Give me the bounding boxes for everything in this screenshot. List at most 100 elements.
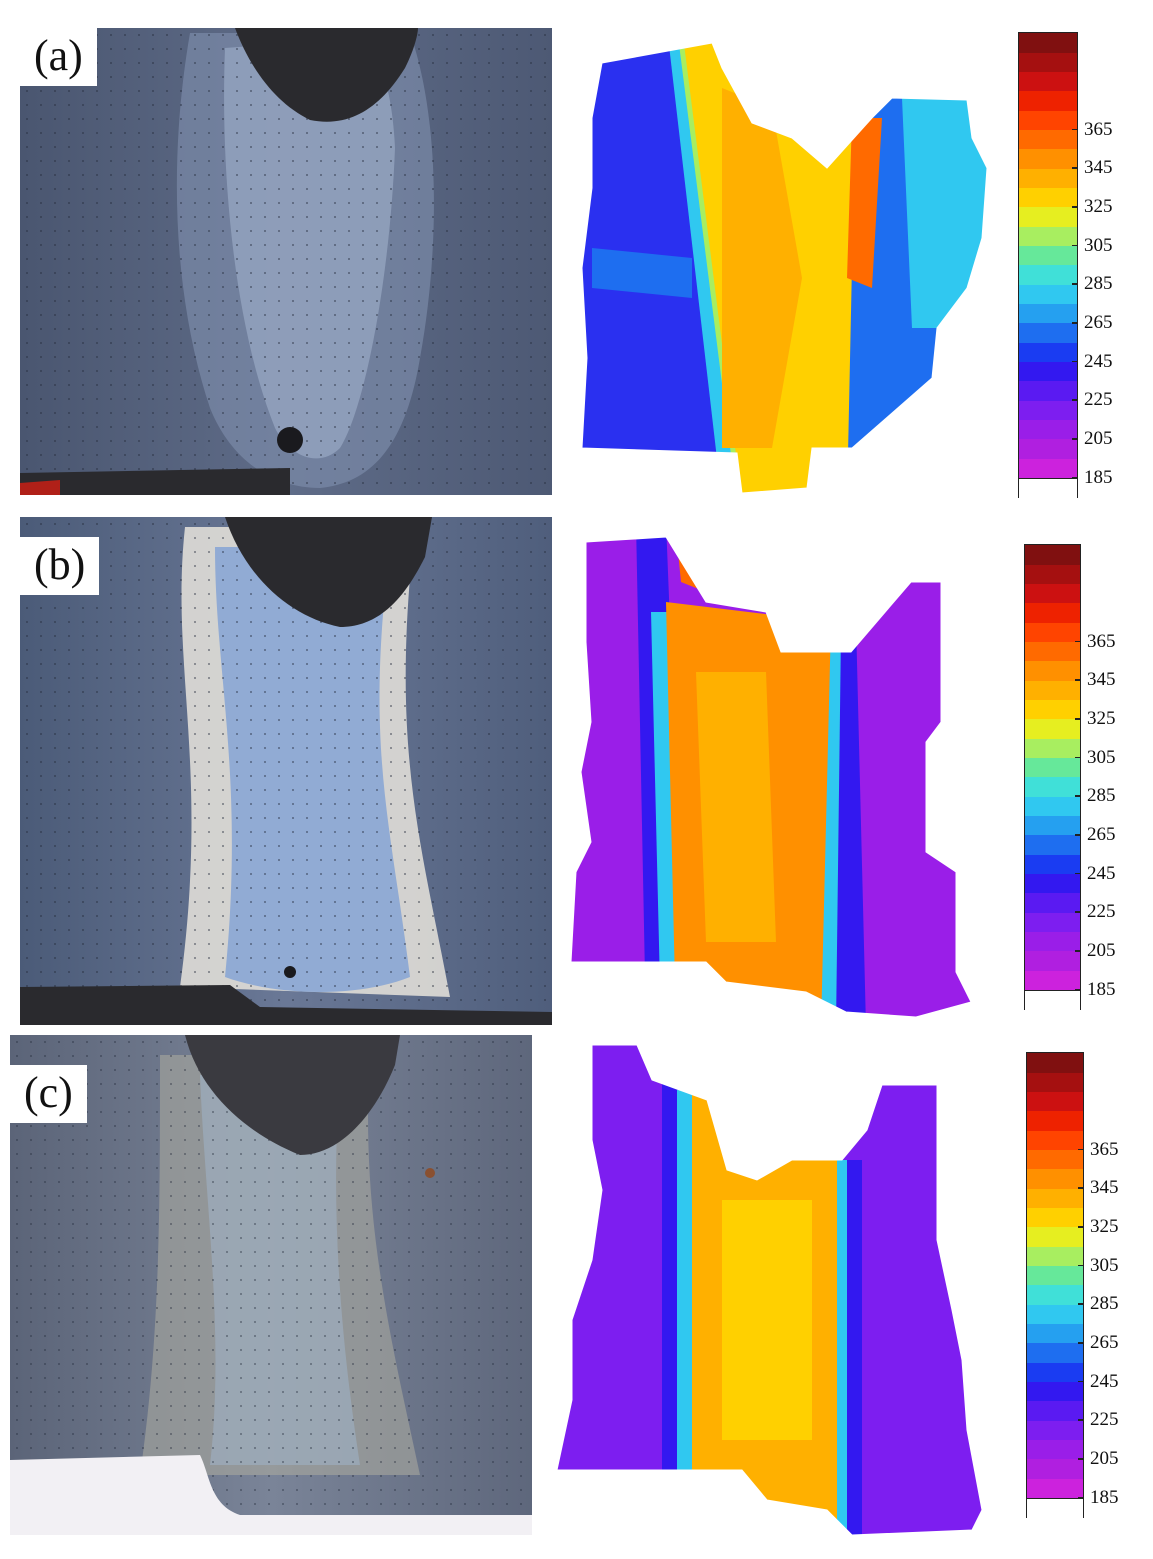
scale-tick-label: 285 bbox=[1084, 273, 1113, 295]
scale-color-band bbox=[1027, 1072, 1083, 1093]
scale-color-band bbox=[1019, 381, 1077, 401]
panel-label-c: (c) bbox=[10, 1065, 87, 1123]
panel-label-b: (b) bbox=[20, 537, 100, 595]
scale-color-band bbox=[1027, 1169, 1083, 1189]
scale-color-band bbox=[1025, 564, 1080, 585]
scale-tick-mark bbox=[1072, 167, 1078, 169]
region-weld-edge bbox=[847, 118, 882, 288]
region-weld-center bbox=[696, 672, 776, 942]
panel-a: (a) 365 345 325 305 285 265 245 225 205 185 bbox=[0, 0, 1153, 510]
color-scale-bar-a bbox=[1018, 32, 1078, 499]
scale-tick-mark bbox=[1072, 128, 1078, 131]
scale-color-band bbox=[1027, 1478, 1083, 1499]
scale-color-band bbox=[1019, 33, 1077, 53]
scale-tick-mark bbox=[1072, 244, 1078, 247]
scale-color-band bbox=[1027, 1265, 1083, 1286]
scale-tick-mark bbox=[1072, 360, 1078, 363]
scale-color-band bbox=[1019, 323, 1077, 343]
scale-tick-mark bbox=[1072, 283, 1078, 285]
scale-color-band bbox=[1025, 622, 1080, 643]
region-weld-center bbox=[722, 1200, 812, 1440]
scale-tick-mark bbox=[1072, 476, 1078, 479]
color-scale-bar-b bbox=[1024, 544, 1081, 1011]
scale-tick-label: 225 bbox=[1090, 1409, 1119, 1431]
map-outline bbox=[556, 1044, 983, 1536]
scale-color-band bbox=[1025, 699, 1080, 720]
scale-color-band bbox=[1027, 1246, 1083, 1267]
scale-tick-mark bbox=[1075, 872, 1081, 875]
scale-tick-mark bbox=[1078, 1264, 1084, 1267]
scale-tick-mark bbox=[1075, 988, 1081, 991]
scale-tick-label: 365 bbox=[1087, 630, 1116, 652]
scale-tick-label: 245 bbox=[1084, 350, 1113, 372]
scale-color-band bbox=[1019, 439, 1077, 459]
scale-tick-mark bbox=[1078, 1303, 1084, 1305]
scale-tick-mark bbox=[1075, 795, 1081, 797]
scale-color-band bbox=[1027, 1381, 1083, 1402]
scale-color-band bbox=[1025, 641, 1080, 662]
scale-color-band bbox=[1025, 951, 1080, 971]
scale-tick-label: 185 bbox=[1087, 978, 1116, 1000]
scale-color-band bbox=[1019, 226, 1077, 247]
scale-tick-label: 325 bbox=[1087, 708, 1116, 729]
scale-tick-label: 245 bbox=[1090, 1370, 1119, 1392]
scale-tick-label: 205 bbox=[1084, 428, 1113, 449]
region-weld-hot bbox=[722, 88, 802, 448]
scale-color-band bbox=[1019, 477, 1077, 499]
color-scale-bar-c bbox=[1026, 1052, 1084, 1519]
scale-color-band bbox=[1019, 71, 1077, 92]
scale-tick-label: 345 bbox=[1090, 1177, 1119, 1199]
scale-tick-mark bbox=[1078, 1187, 1084, 1189]
scale-color-band bbox=[1019, 207, 1077, 227]
scale-color-band bbox=[1019, 303, 1077, 324]
color-scale-b: 365 345 325 305 285 265 245 225 205 185 bbox=[1024, 544, 1153, 1024]
scale-tick-label: 325 bbox=[1090, 1216, 1119, 1237]
scale-color-band bbox=[1027, 1285, 1083, 1305]
scale-tick-mark bbox=[1075, 834, 1081, 836]
scale-color-band bbox=[1027, 1091, 1083, 1112]
scale-tick-mark bbox=[1078, 1226, 1084, 1228]
region-haz-right-light bbox=[902, 98, 987, 328]
scale-tick-label: 205 bbox=[1087, 940, 1116, 961]
scale-tick-mark bbox=[1078, 1342, 1084, 1344]
scale-color-band bbox=[1027, 1130, 1083, 1151]
scale-color-band bbox=[1027, 1227, 1083, 1247]
scale-color-band bbox=[1019, 52, 1077, 73]
scale-tick-label: 245 bbox=[1087, 862, 1116, 884]
scale-tick-mark bbox=[1078, 1148, 1084, 1151]
scale-tick-mark bbox=[1072, 206, 1078, 208]
scale-tick-label: 185 bbox=[1090, 1486, 1119, 1508]
scale-tick-label: 285 bbox=[1087, 785, 1116, 807]
scale-tick-mark bbox=[1075, 911, 1081, 913]
scale-color-band bbox=[1025, 719, 1080, 739]
scale-tick-label: 285 bbox=[1090, 1293, 1119, 1315]
scale-tick-mark bbox=[1078, 1380, 1084, 1383]
scale-tick-label: 185 bbox=[1084, 466, 1113, 488]
map-outline bbox=[570, 536, 972, 1018]
scale-tick-label: 325 bbox=[1084, 196, 1113, 217]
panel-label-a: (a) bbox=[20, 28, 97, 86]
scale-tick-label: 265 bbox=[1087, 824, 1116, 845]
micrograph-a: (a) bbox=[20, 28, 552, 495]
scale-color-band bbox=[1019, 400, 1077, 421]
panel-c: (c) 365 345 325 305 285 265 245 225 205 185 bbox=[0, 1030, 1153, 1555]
scale-color-band bbox=[1025, 680, 1080, 701]
scale-color-band bbox=[1025, 583, 1080, 604]
scale-color-band bbox=[1027, 1459, 1083, 1479]
scale-color-band bbox=[1019, 110, 1077, 131]
color-scale-a: 365 345 325 305 285 265 245 225 205 185 bbox=[1018, 32, 1153, 502]
scale-color-band bbox=[1025, 931, 1080, 952]
scale-color-band bbox=[1027, 1362, 1083, 1383]
scale-color-band bbox=[1019, 245, 1077, 266]
scale-color-band bbox=[1025, 661, 1080, 681]
region-streak bbox=[592, 248, 692, 298]
scale-color-band bbox=[1027, 1401, 1083, 1421]
scale-tick-label: 365 bbox=[1084, 118, 1113, 140]
scale-color-band bbox=[1025, 815, 1080, 836]
scale-tick-mark bbox=[1075, 950, 1081, 952]
scale-tick-label: 345 bbox=[1084, 157, 1113, 179]
scale-tick-label: 265 bbox=[1090, 1332, 1119, 1353]
scale-tick-label: 305 bbox=[1084, 234, 1113, 256]
scale-color-band bbox=[1019, 187, 1077, 208]
map-outline bbox=[581, 42, 988, 494]
